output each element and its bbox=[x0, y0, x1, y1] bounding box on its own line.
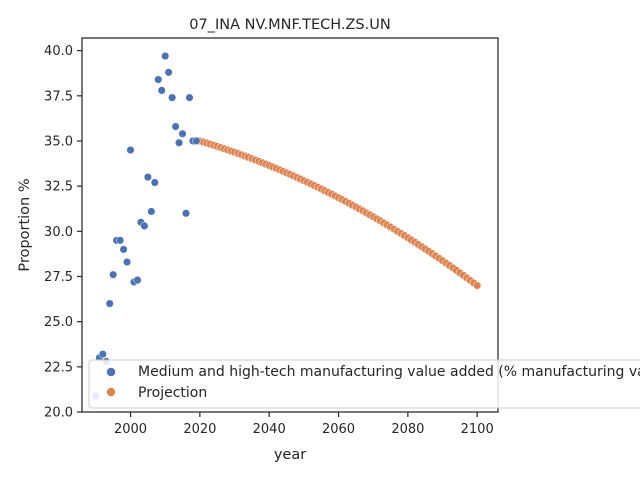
legend-box bbox=[88, 359, 640, 409]
observed-point bbox=[192, 136, 201, 146]
observed-point bbox=[150, 178, 159, 187]
observed-point bbox=[161, 52, 170, 61]
observed-point bbox=[185, 93, 194, 102]
observed-point bbox=[126, 145, 135, 155]
observed-point bbox=[154, 75, 163, 84]
y-axis: 20.0 22.5 25.0 27.5 30.0 32.5 35.0 37.5 40.0 bbox=[44, 44, 82, 421]
x-tick-label: 2020 bbox=[183, 422, 216, 437]
y-axis-label: Proportion % bbox=[17, 178, 33, 271]
chart-title: 07_INA NV.MNF.TECH.ZS.UN bbox=[189, 17, 390, 33]
y-tick-label: 22.5 bbox=[44, 360, 73, 375]
observed-point bbox=[171, 122, 180, 131]
y-tick-label: 25.0 bbox=[44, 315, 73, 330]
observed-point bbox=[164, 68, 173, 77]
observed-point bbox=[109, 270, 118, 279]
y-tick-label: 32.5 bbox=[44, 180, 73, 195]
x-axis-label: year bbox=[274, 447, 306, 463]
legend-label-projection: Projection bbox=[138, 385, 207, 401]
y-tick-label: 37.5 bbox=[44, 89, 73, 104]
y-tick-label: 20.0 bbox=[44, 406, 73, 421]
observed-point bbox=[140, 221, 149, 230]
y-tick-label: 40.0 bbox=[44, 44, 73, 59]
observed-point bbox=[143, 173, 152, 182]
observed-point bbox=[133, 276, 142, 285]
y-tick-label: 35.0 bbox=[44, 134, 73, 149]
observed-point bbox=[119, 245, 128, 254]
x-tick-label: 2100 bbox=[461, 422, 494, 437]
x-axis: 2000 2020 2040 2060 2080 2100 bbox=[114, 412, 494, 437]
legend-marker-projection bbox=[106, 387, 116, 397]
observed-point bbox=[98, 350, 107, 359]
observed-point bbox=[168, 93, 177, 102]
y-tick-label: 27.5 bbox=[44, 270, 73, 285]
y-tick-label: 30.0 bbox=[44, 225, 73, 240]
plot-frame bbox=[81, 37, 499, 413]
observed-point bbox=[157, 86, 166, 95]
observed-point bbox=[123, 257, 132, 267]
observed-point bbox=[181, 209, 191, 218]
x-tick-label: 2000 bbox=[114, 422, 147, 437]
legend-marker-observed bbox=[106, 367, 116, 377]
legend: Medium and high-tech manufacturing value… bbox=[88, 359, 640, 409]
observed-point bbox=[175, 138, 184, 147]
x-tick-label: 2080 bbox=[391, 422, 424, 437]
x-tick-label: 2040 bbox=[253, 422, 286, 437]
projection-point bbox=[473, 281, 482, 290]
observed-point bbox=[116, 236, 125, 245]
legend-label-observed: Medium and high-tech manufacturing value… bbox=[138, 364, 640, 380]
observed-point bbox=[147, 207, 156, 216]
points-layer bbox=[91, 52, 482, 400]
observed-point bbox=[105, 299, 114, 308]
x-tick-label: 2060 bbox=[322, 422, 355, 437]
observed-point bbox=[178, 129, 187, 138]
